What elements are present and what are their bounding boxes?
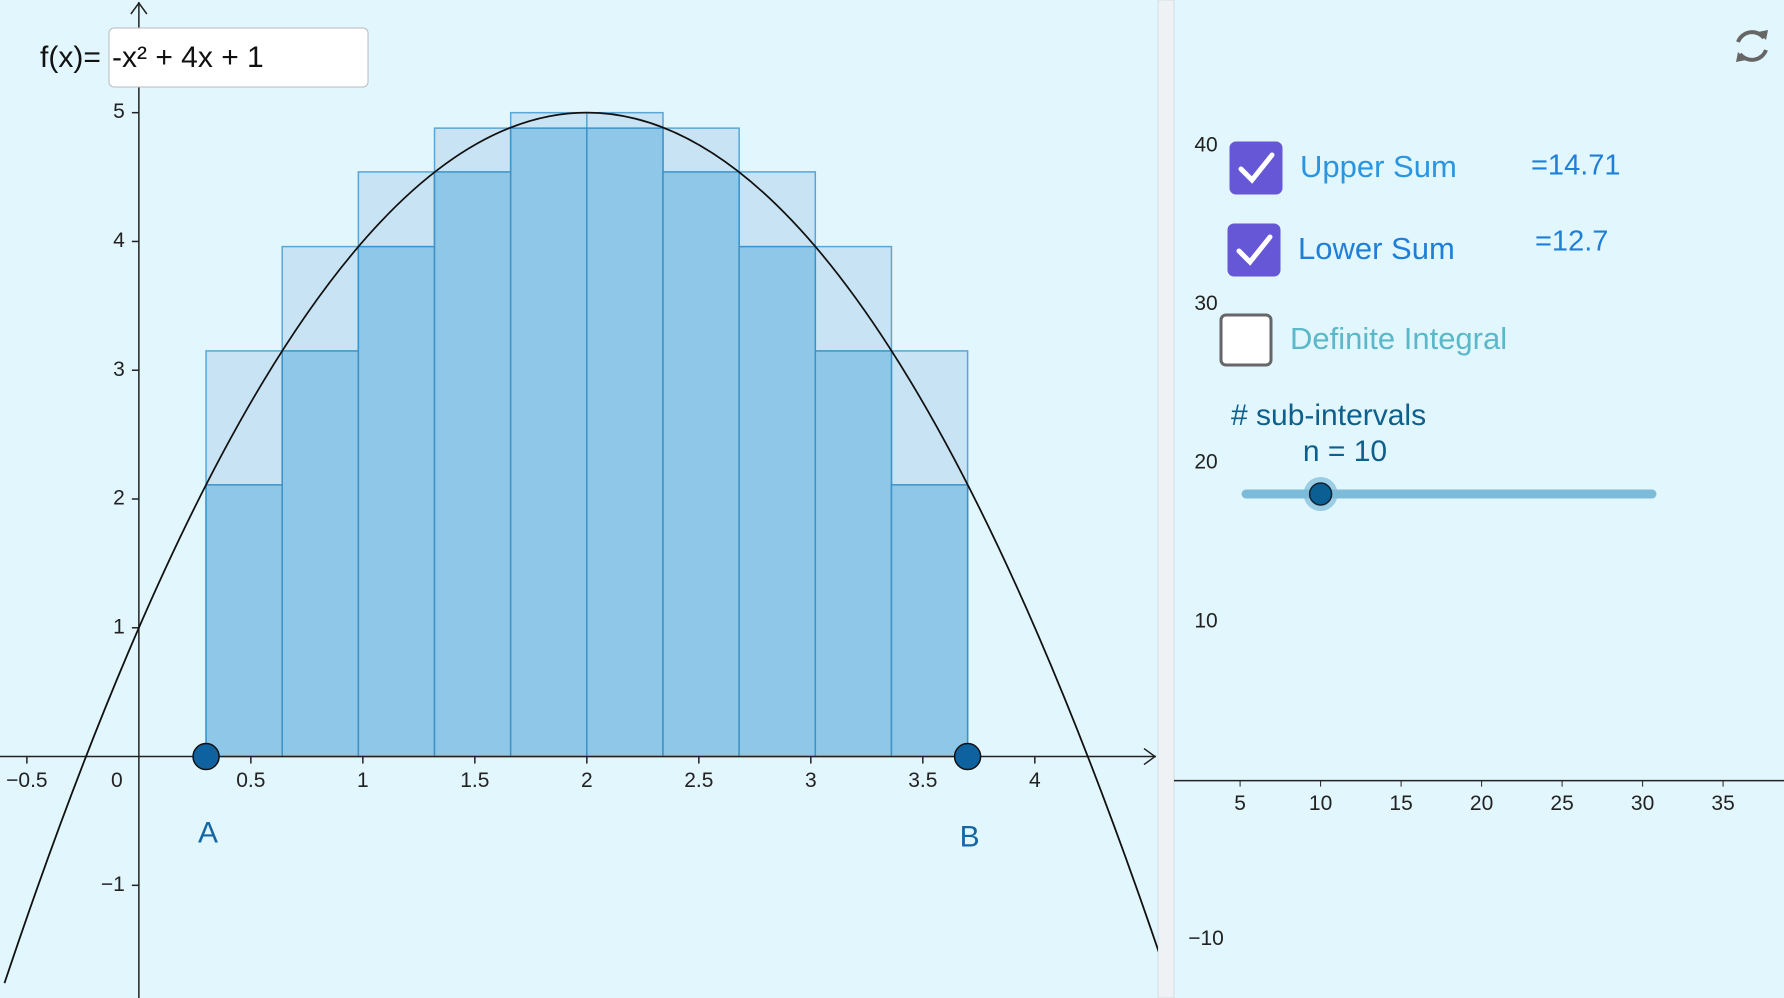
checkmark	[1236, 234, 1273, 266]
checkbox-row[interactable]: Upper Sum =14.71	[1229, 141, 1621, 195]
side-x-tick-label: 15	[1389, 792, 1412, 815]
lower-rect	[281, 350, 360, 758]
side-x-tick-label: 20	[1470, 792, 1493, 815]
lower-rect	[509, 127, 588, 758]
x-tick-label: 4	[1029, 769, 1041, 792]
x-tick-label: 0.5	[236, 769, 265, 792]
reset-arrows	[1736, 30, 1768, 62]
divider[interactable]	[1157, 0, 1175, 998]
side-layer: 5 10 15 20 25 30 35 40 30 20 10 −10 Upper Sum =14.71 L…	[1174, 133, 1784, 950]
slider-value-label: n = 10	[1303, 435, 1387, 468]
y-tick-label: 1	[113, 615, 125, 638]
lower-rect	[662, 171, 740, 758]
checkbox-row[interactable]: Definite Integral	[1219, 313, 1507, 367]
y-tick-label: 3	[113, 358, 125, 381]
slider-title: # sub-intervals	[1231, 399, 1426, 432]
side-x-tick-label: 5	[1234, 792, 1246, 815]
side-y-tick-label: 40	[1194, 133, 1217, 156]
reset-icon[interactable]	[1736, 30, 1768, 62]
lower-rect	[814, 350, 893, 758]
x-tick-label: 2.5	[684, 769, 713, 792]
lower-rect	[357, 245, 436, 758]
graph-layer: 0 −0.5 0.5 1 1.5 2 2.5 3 3.5 4 −1 1 2 3 4 5 A B	[0, 1, 1157, 998]
side-x-tick-label: 35	[1711, 792, 1734, 815]
checkbox-label[interactable]: Upper Sum	[1300, 149, 1457, 184]
lower-rect	[433, 171, 512, 758]
lower-rect	[205, 484, 283, 758]
checkmark	[1238, 152, 1275, 184]
x-axis-arrow	[1143, 747, 1157, 766]
lower-rect	[890, 484, 969, 758]
x-tick-label: 3.5	[908, 769, 937, 792]
y-tick-label: 4	[113, 229, 125, 252]
checkbox-unchecked[interactable]	[1219, 313, 1273, 367]
side-y-tick-label: −10	[1188, 927, 1224, 950]
side-x-tick-label: 30	[1631, 792, 1654, 815]
origin-label: 0	[111, 769, 123, 792]
point-label: A	[198, 816, 218, 849]
function-expression[interactable]: -x² + 4x + 1	[112, 41, 264, 74]
lower-rect	[586, 127, 664, 758]
x-tick-label: 1	[357, 769, 369, 792]
function-curve	[3, 111, 1158, 984]
side-x-tick-label: 10	[1309, 792, 1332, 815]
function-label: f(x)=	[40, 41, 101, 74]
y-tick-label: 5	[113, 100, 125, 123]
side-y-tick-label: 10	[1194, 609, 1217, 632]
point-label: B	[960, 820, 980, 853]
input-box[interactable]	[108, 27, 369, 88]
x-tick-label: 2	[581, 769, 593, 792]
y-tick-label: 2	[113, 487, 125, 510]
x-tick-label: 1.5	[460, 769, 489, 792]
side-y-tick-label: 30	[1194, 292, 1217, 315]
checkbox-row[interactable]: Lower Sum =12.7	[1227, 223, 1608, 277]
side-y-tick-label: 20	[1194, 451, 1217, 474]
checkbox-label[interactable]: Lower Sum	[1298, 231, 1455, 266]
slider-knob[interactable]	[1308, 482, 1333, 506]
point[interactable]	[953, 742, 982, 771]
checkbox-checked[interactable]	[1227, 223, 1281, 277]
side-x-tick-label: 25	[1550, 792, 1573, 815]
x-tick-label: 3	[805, 769, 817, 792]
sum-value: =12.7	[1535, 226, 1608, 258]
checkbox-label[interactable]: Definite Integral	[1290, 321, 1507, 356]
x-tick-label: −0.5	[6, 769, 47, 792]
lower-rect	[738, 245, 817, 758]
sum-value: =14.71	[1531, 150, 1621, 182]
y-axis-arrow	[130, 1, 148, 15]
point[interactable]	[192, 742, 220, 771]
checkbox-checked[interactable]	[1229, 141, 1283, 195]
y-tick-label: −1	[101, 873, 125, 896]
function-input: f(x)= -x² + 4x + 1	[40, 27, 369, 88]
